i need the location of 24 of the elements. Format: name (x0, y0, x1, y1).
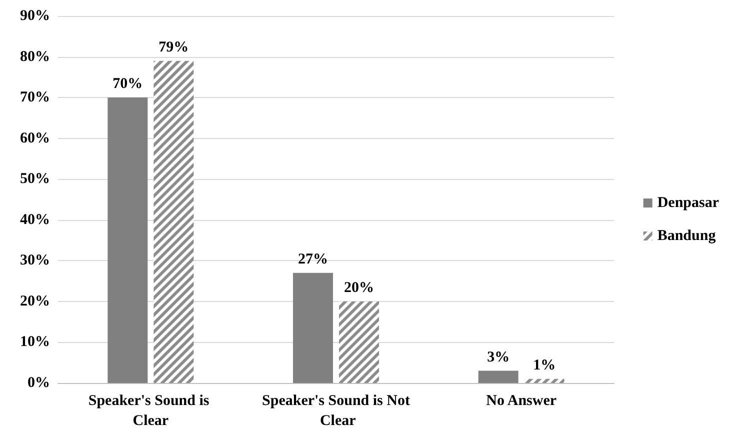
y-tick-label: 50% (20, 171, 50, 188)
x-tick-label: Speaker's Sound is Clear (88, 393, 213, 429)
y-tick-label: 70% (20, 90, 50, 106)
bar (108, 98, 148, 383)
y-tick-label: 40% (20, 212, 50, 228)
data-label: 79% (158, 39, 189, 56)
y-tick-label: 20% (20, 293, 50, 310)
y-tick-label: 30% (20, 252, 50, 269)
y-tick-label: 0% (28, 375, 50, 391)
y-tick-label: 80% (20, 48, 50, 65)
legend-label: Bandung (657, 228, 716, 244)
y-tick-label: 10% (20, 334, 50, 350)
data-label: 1% (533, 357, 556, 374)
x-tick-label: Speaker's Sound is Not Clear (262, 393, 410, 429)
x-tick-label: No Answer (486, 393, 557, 409)
data-label: 3% (487, 349, 510, 366)
y-tick-label: 90% (20, 8, 50, 24)
data-label: 20% (344, 280, 374, 296)
legend-label: Denpasar (657, 195, 720, 211)
bar (478, 370, 518, 383)
y-tick-label: 60% (20, 130, 50, 146)
data-label: 70% (112, 76, 143, 92)
data-label: 27% (298, 251, 328, 268)
bar (293, 272, 333, 383)
